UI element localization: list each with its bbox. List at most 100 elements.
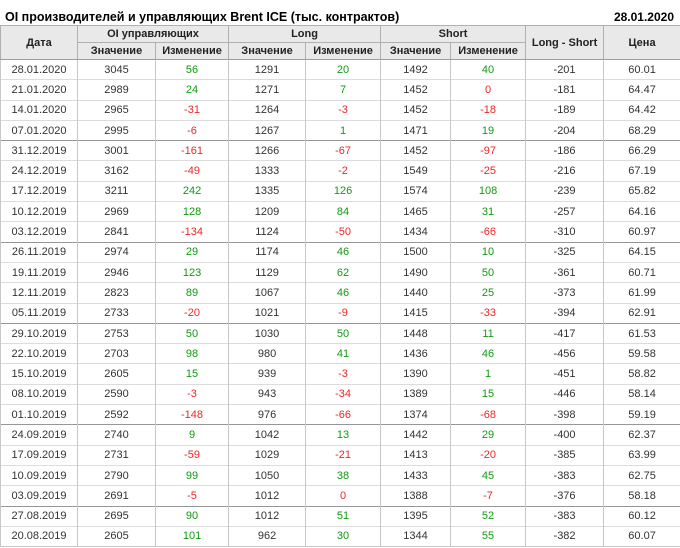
long-short-cell: -181 <box>525 79 605 101</box>
long-value-cell: 980 <box>228 343 307 364</box>
short-change-cell: 108 <box>450 180 527 202</box>
date-cell: 15.10.2019 <box>0 363 78 385</box>
date-cell: 17.12.2019 <box>0 180 78 202</box>
oi-value-cell: 3162 <box>77 160 156 182</box>
date-cell: 22.10.2019 <box>0 343 78 364</box>
short-change-cell: -18 <box>450 99 527 121</box>
oi-value-cell: 2605 <box>77 525 156 548</box>
short-change-cell: 0 <box>450 79 527 101</box>
short-value-cell: 1448 <box>380 322 452 344</box>
date-cell: 03.12.2019 <box>0 221 78 243</box>
long-value-cell: 976 <box>228 404 307 425</box>
short-change-cell: -33 <box>450 302 527 324</box>
short-change-cell: 15 <box>450 383 527 405</box>
header-group-long: Long <box>228 25 382 43</box>
long-change-cell: 62 <box>305 261 382 283</box>
oi-change-cell: -161 <box>154 140 230 161</box>
long-value-cell: 1264 <box>228 99 307 121</box>
header-group-oi: OI управляющих <box>76 25 230 43</box>
long-change-cell: -67 <box>305 140 382 161</box>
long-short-cell: -325 <box>525 241 605 263</box>
long-short-cell: -394 <box>525 302 605 324</box>
short-change-cell: 45 <box>450 464 527 486</box>
oi-change-cell: -6 <box>154 119 230 141</box>
short-change-cell: -20 <box>450 444 527 466</box>
table-row: 29.10.2019 2753 50 1030 50 1448 11 -417 61.53 <box>0 322 680 344</box>
oi-change-cell: -31 <box>154 99 230 121</box>
long-short-cell: -361 <box>525 261 605 283</box>
long-change-cell: -50 <box>305 221 382 243</box>
oi-value-cell: 2965 <box>77 99 156 121</box>
oi-value-cell: 2691 <box>77 485 156 507</box>
long-short-cell: -373 <box>525 282 605 304</box>
short-value-cell: 1465 <box>380 201 452 222</box>
oi-value-cell: 2969 <box>77 201 156 222</box>
date-cell: 24.12.2019 <box>0 160 78 182</box>
long-short-cell: -456 <box>525 343 605 364</box>
table-row: 31.12.2019 3001 -161 1266 -67 1452 -97 -186 66.2… <box>0 140 680 161</box>
long-change-cell: -9 <box>305 302 382 324</box>
short-value-cell: 1374 <box>380 404 452 425</box>
price-cell: 58.82 <box>603 363 680 385</box>
header-group-short: Short <box>380 25 527 43</box>
date-cell: 24.09.2019 <box>0 424 78 446</box>
short-value-cell: 1440 <box>380 282 452 304</box>
long-short-cell: -310 <box>525 221 605 243</box>
header-price: Цена <box>603 25 680 60</box>
date-cell: 17.09.2019 <box>0 444 78 466</box>
long-value-cell: 1012 <box>228 505 307 527</box>
short-value-cell: 1452 <box>380 140 452 161</box>
price-cell: 67.19 <box>603 160 680 182</box>
long-change-cell: -3 <box>305 99 382 121</box>
long-change-cell: 1 <box>305 119 382 141</box>
price-cell: 62.91 <box>603 302 680 324</box>
short-value-cell: 1452 <box>380 99 452 121</box>
date-cell: 26.11.2019 <box>0 241 78 263</box>
price-cell: 61.99 <box>603 282 680 304</box>
date-cell: 29.10.2019 <box>0 322 78 344</box>
oi-value-cell: 2974 <box>77 241 156 263</box>
price-cell: 58.18 <box>603 485 680 507</box>
long-change-cell: 51 <box>305 505 382 527</box>
long-change-cell: 38 <box>305 464 382 486</box>
long-change-cell: 84 <box>305 201 382 222</box>
short-change-cell: 11 <box>450 322 527 344</box>
oi-value-cell: 2703 <box>77 343 156 364</box>
short-change-cell: -68 <box>450 404 527 425</box>
table-row: 03.09.2019 2691 -5 1012 0 1388 -7 -376 58.18 <box>0 485 680 507</box>
oi-value-cell: 2592 <box>77 404 156 425</box>
table-row: 26.11.2019 2974 29 1174 46 1500 10 -325 64.15 <box>0 241 680 263</box>
long-value-cell: 1267 <box>228 119 307 141</box>
long-value-cell: 1266 <box>228 140 307 161</box>
oi-value-cell: 2733 <box>77 302 156 324</box>
header-long-change: Изменение <box>305 42 382 60</box>
price-cell: 61.53 <box>603 322 680 344</box>
long-value-cell: 1209 <box>228 201 307 222</box>
long-value-cell: 1067 <box>228 282 307 304</box>
long-value-cell: 1129 <box>228 261 307 283</box>
price-cell: 60.71 <box>603 261 680 283</box>
oi-change-cell: 90 <box>154 505 230 527</box>
table-row: 10.12.2019 2969 128 1209 84 1465 31 -257 64.16 <box>0 201 680 222</box>
oi-change-cell: 56 <box>154 59 230 80</box>
long-short-cell: -189 <box>525 99 605 121</box>
table-row: 15.10.2019 2605 15 939 -3 1390 1 -451 58.82 <box>0 363 680 385</box>
short-change-cell: 52 <box>450 505 527 527</box>
date-cell: 10.12.2019 <box>0 201 78 222</box>
short-value-cell: 1500 <box>380 241 452 263</box>
short-value-cell: 1389 <box>380 383 452 405</box>
long-change-cell: 7 <box>305 79 382 101</box>
long-short-cell: -201 <box>525 59 605 80</box>
short-value-cell: 1395 <box>380 505 452 527</box>
table-row: 14.01.2020 2965 -31 1264 -3 1452 -18 -189 64.42 <box>0 99 680 121</box>
table-row: 22.10.2019 2703 98 980 41 1436 46 -456 59.58 <box>0 343 680 364</box>
long-short-cell: -417 <box>525 322 605 344</box>
oi-change-cell: -3 <box>154 383 230 405</box>
long-short-cell: -376 <box>525 485 605 507</box>
long-short-cell: -382 <box>525 525 605 548</box>
short-value-cell: 1492 <box>380 59 452 80</box>
table-row: 24.09.2019 2740 9 1042 13 1442 29 -400 62.37 <box>0 424 680 446</box>
date-cell: 03.09.2019 <box>0 485 78 507</box>
date-cell: 28.01.2020 <box>0 59 78 80</box>
table-row: 07.01.2020 2995 -6 1267 1 1471 19 -204 68.29 <box>0 119 680 141</box>
